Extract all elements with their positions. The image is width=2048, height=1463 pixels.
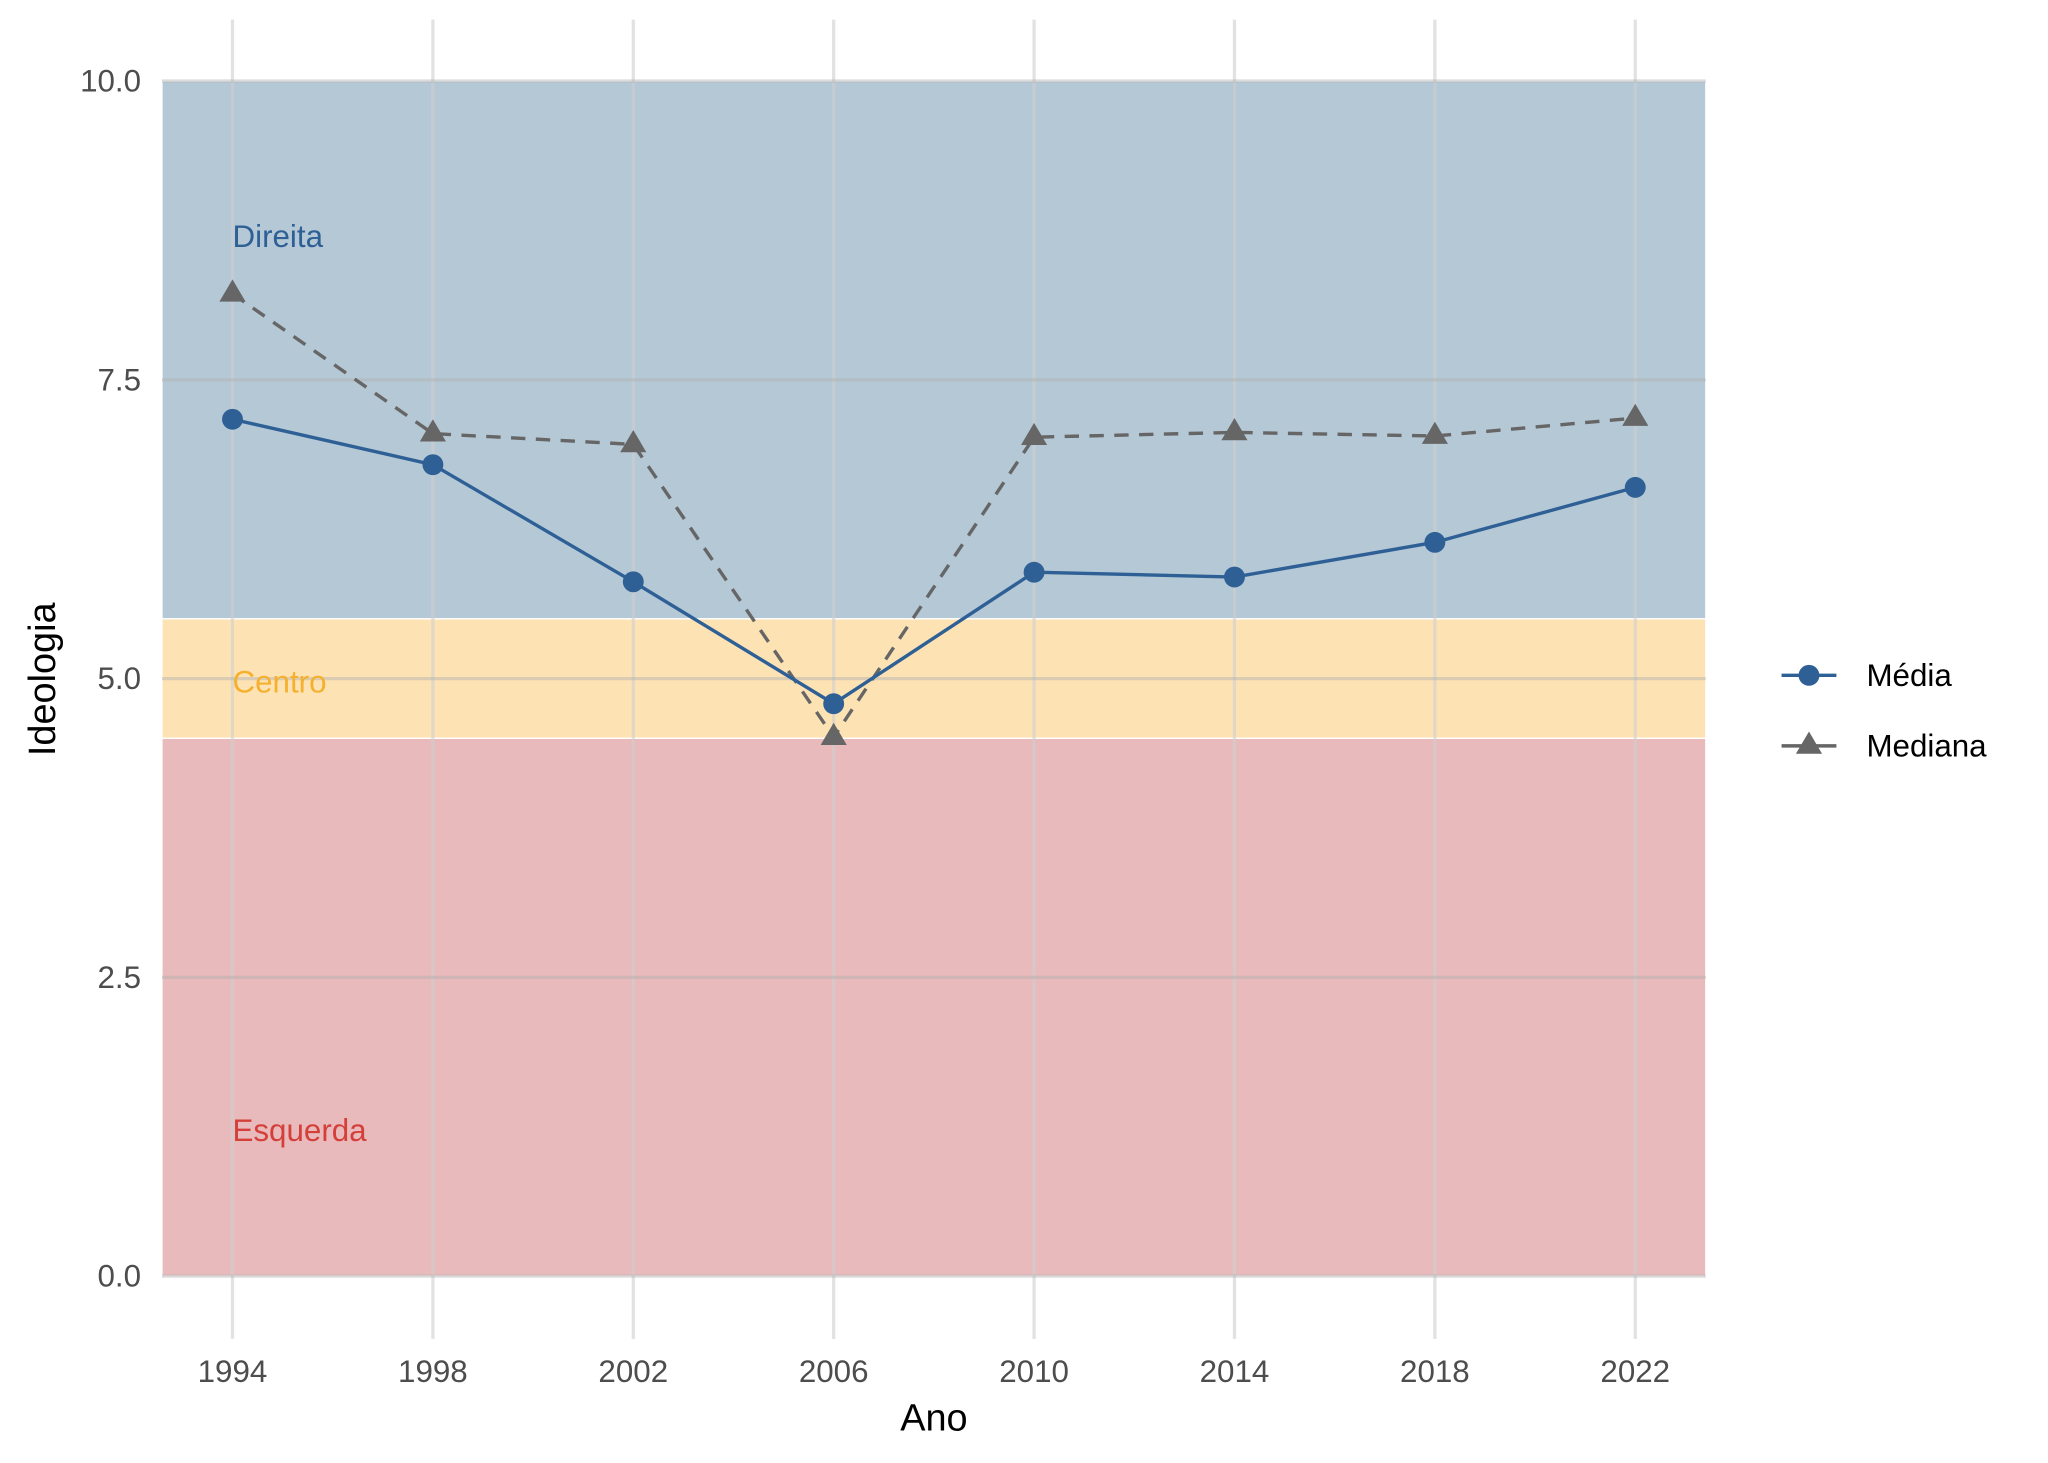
x-tick-label: 2022 — [1600, 1354, 1670, 1389]
media-point — [1224, 566, 1245, 588]
x-tick-label: 2006 — [799, 1354, 869, 1389]
mediana-point — [1021, 422, 1048, 446]
y-tick-label: 7.5 — [97, 362, 141, 397]
band-label-direita: Direita — [232, 219, 323, 254]
legend-triangle-icon — [1795, 731, 1823, 754]
x-tick-label: 2010 — [999, 1354, 1069, 1389]
y-tick-labels: 0.0 2.5 5.0 7.5 10.0 — [80, 63, 141, 1293]
band-label-esquerda: Esquerda — [232, 1113, 367, 1148]
series — [219, 279, 1649, 745]
media-point — [422, 454, 444, 476]
mediana-point — [1221, 418, 1248, 441]
legend-circle-icon — [1798, 664, 1820, 686]
series-line-mediana — [231, 292, 1636, 741]
media-point — [1424, 531, 1446, 553]
gridlines — [161, 19, 1706, 1339]
band-esquerda — [161, 737, 1707, 1277]
mediana-point — [1421, 421, 1448, 444]
media-point — [1023, 561, 1045, 583]
band-direita — [161, 80, 1707, 620]
mediana-point — [620, 429, 647, 453]
x-tick-label: 1998 — [398, 1354, 468, 1389]
y-axis-title: Ideologia — [22, 601, 64, 756]
mediana-point — [1622, 403, 1649, 426]
legend-label-1: Mediana — [1866, 728, 1987, 763]
media-point — [622, 571, 644, 593]
band-labels: Direita Centro Esquerda — [232, 219, 367, 1148]
x-tick-label: 2002 — [598, 1354, 668, 1389]
band-label-centro: Centro — [232, 665, 326, 700]
x-tick-label: 2018 — [1400, 1354, 1470, 1389]
media-point — [823, 693, 845, 715]
y-tick-label: 2.5 — [97, 960, 141, 995]
x-tick-label: 1994 — [198, 1354, 268, 1389]
y-tick-label: 10.0 — [80, 63, 141, 98]
y-tick-label: 5.0 — [97, 661, 141, 696]
series-line-media — [232, 417, 1636, 706]
legend-label-0: Média — [1866, 658, 1952, 693]
mediana-point — [219, 279, 246, 302]
mediana-point — [820, 722, 847, 745]
x-tick-label: 2014 — [1200, 1354, 1270, 1389]
x-axis-title: Ano — [900, 1397, 967, 1439]
media-point — [222, 408, 243, 430]
legend: Média Mediana — [1781, 658, 1987, 763]
y-tick-label: 0.0 — [97, 1259, 141, 1294]
x-tick-labels: 1994 1998 2002 2006 2010 2014 2018 2022 — [198, 1354, 1670, 1389]
mediana-point — [419, 419, 446, 442]
media-point — [1624, 476, 1646, 498]
